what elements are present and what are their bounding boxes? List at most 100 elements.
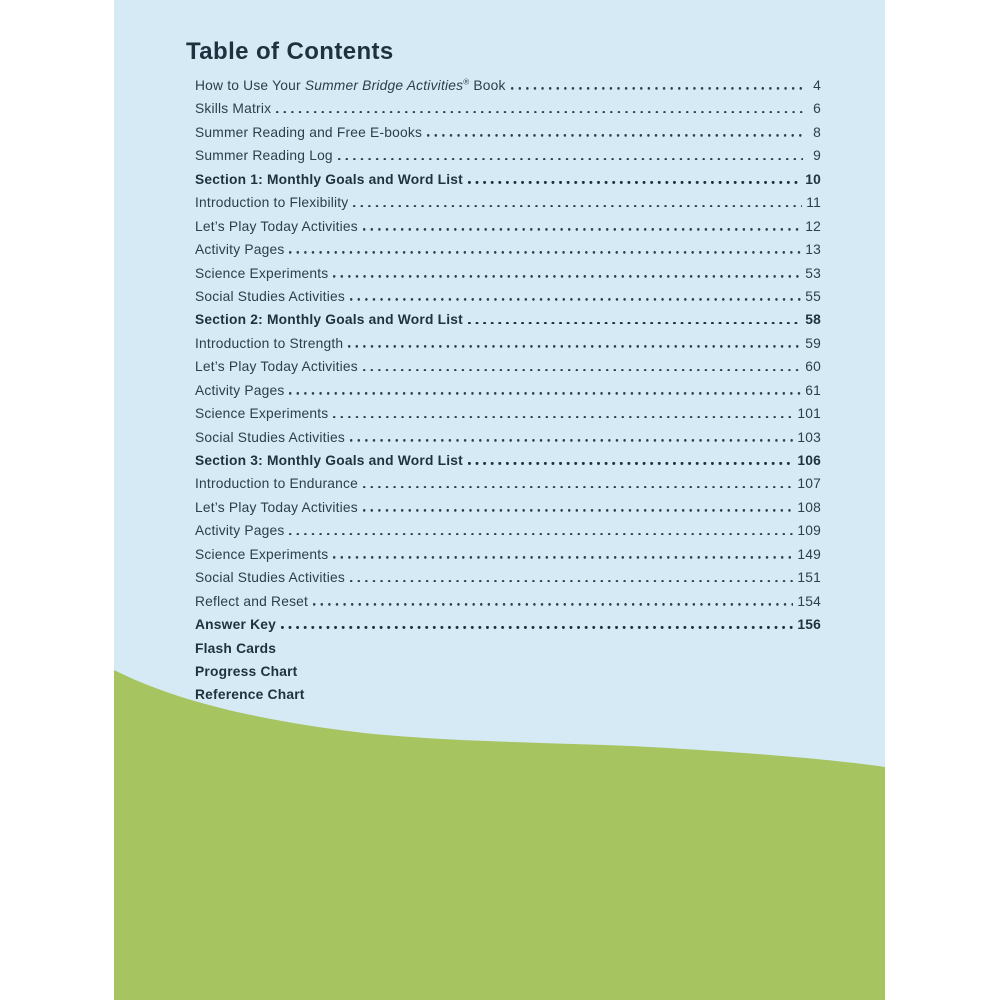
toc-row: Section 3: Monthly Goals and Word List 1… bbox=[195, 453, 821, 476]
toc-entry-label: Section 1: Monthly Goals and Word List bbox=[195, 171, 463, 187]
toc-entry-label: Let’s Play Today Activities bbox=[195, 218, 358, 234]
toc-page-number: 156 bbox=[797, 617, 821, 633]
toc-leader-dots bbox=[349, 579, 794, 583]
toc-page-number: 12 bbox=[805, 218, 821, 234]
toc-entry-label: Social Studies Activities bbox=[195, 288, 345, 304]
toc-row: Introduction to Flexibility 11 bbox=[195, 195, 821, 218]
toc-entry-label-text: Book bbox=[469, 78, 506, 93]
toc-row: Science Experiments 53 bbox=[195, 266, 821, 289]
toc-row: Social Studies Activities 103 bbox=[195, 430, 821, 453]
toc-entry-label: Summer Reading Log bbox=[195, 148, 333, 164]
toc-leader-dots bbox=[289, 392, 802, 395]
toc-row: Answer Key 156 bbox=[195, 617, 821, 640]
toc-page-number: 61 bbox=[805, 382, 821, 398]
toc-entry-label: Activity Pages bbox=[195, 523, 285, 539]
toc-entry-label: Introduction to Endurance bbox=[195, 476, 359, 492]
toc-entry-label: Reflect and Reset bbox=[195, 593, 309, 609]
toc-entry-label: Section 3: Monthly Goals and Word List bbox=[195, 453, 463, 468]
toc-entry-label: Activity Pages bbox=[195, 382, 285, 398]
toc-row: Let’s Play Today Activities 60 bbox=[195, 359, 821, 382]
toc-page-number: 55 bbox=[805, 288, 821, 304]
toc-list: How to Use Your Summer Bridge Activities… bbox=[195, 78, 821, 711]
toc-entry-label-text: How to Use Your bbox=[195, 78, 305, 93]
toc-page-number: 107 bbox=[797, 476, 821, 492]
toc-row: Let’s Play Today Activities 108 bbox=[195, 500, 821, 523]
toc-page-number: 109 bbox=[797, 523, 821, 539]
toc-entry-label: Summer Reading and Free E-books bbox=[195, 124, 423, 140]
toc-row: Introduction to Strength 59 bbox=[195, 336, 821, 359]
toc-entry-label: Skills Matrix bbox=[195, 101, 272, 117]
toc-row: Flash Cards bbox=[195, 641, 821, 664]
toc-row: Science Experiments 101 bbox=[195, 406, 821, 429]
registered-trademark-symbol: ® bbox=[463, 77, 470, 87]
toc-page-number: 6 bbox=[813, 101, 821, 117]
toc-entry-label: Social Studies Activities bbox=[195, 570, 345, 586]
toc-row: Section 1: Monthly Goals and Word List 1… bbox=[195, 172, 821, 195]
toc-page-number: 13 bbox=[805, 242, 821, 258]
toc-row: Reflect and Reset 154 bbox=[195, 594, 821, 617]
toc-leader-dots bbox=[289, 251, 802, 255]
toc-row: Social Studies Activities 151 bbox=[195, 570, 821, 593]
page-title: Table of Contents bbox=[186, 38, 394, 65]
book-page: Table of Contents How to Use Your Summer… bbox=[114, 0, 885, 1000]
toc-entry-label: Reference Chart bbox=[195, 687, 305, 703]
toc-leader-dots bbox=[289, 532, 794, 536]
toc-entry-label: Progress Chart bbox=[195, 663, 298, 679]
green-wave-path bbox=[114, 670, 885, 1000]
toc-entry-label: Answer Key bbox=[195, 617, 276, 633]
toc-leader-dots bbox=[467, 462, 794, 465]
toc-leader-dots bbox=[349, 298, 802, 301]
toc-leader-dots bbox=[333, 556, 794, 559]
toc-entry-label: Let’s Play Today Activities bbox=[195, 499, 358, 515]
toc-row: Skills Matrix 6 bbox=[195, 101, 821, 124]
toc-entry-label: Social Studies Activities bbox=[195, 429, 345, 445]
toc-row: Social Studies Activities 55 bbox=[195, 289, 821, 312]
toc-page-number: 59 bbox=[805, 335, 821, 351]
toc-leader-dots bbox=[280, 626, 794, 630]
green-wave-graphic bbox=[114, 670, 885, 1000]
toc-entry-label: Science Experiments bbox=[195, 406, 329, 422]
toc-entry-label: Activity Pages bbox=[195, 242, 285, 258]
toc-page-number: 106 bbox=[797, 453, 821, 468]
toc-leader-dots bbox=[333, 415, 794, 419]
toc-leader-dots bbox=[348, 345, 802, 348]
toc-entry-label: Section 2: Monthly Goals and Word List bbox=[195, 312, 463, 328]
toc-row: Section 2: Monthly Goals and Word List 5… bbox=[195, 312, 821, 335]
toc-page-number: 8 bbox=[813, 124, 821, 140]
toc-leader-dots bbox=[333, 274, 802, 278]
toc-page-number: 58 bbox=[805, 312, 821, 328]
toc-leader-dots bbox=[467, 321, 802, 325]
toc-row: Activity Pages 61 bbox=[195, 383, 821, 406]
toc-row: Activity Pages 109 bbox=[195, 523, 821, 546]
toc-leader-dots bbox=[362, 509, 794, 512]
toc-row: Science Experiments 149 bbox=[195, 547, 821, 570]
toc-leader-dots bbox=[337, 157, 803, 161]
toc-page-number: 60 bbox=[805, 359, 821, 375]
toc-page-number: 103 bbox=[797, 429, 821, 445]
toc-page-number: 151 bbox=[797, 570, 821, 586]
toc-page-number: 11 bbox=[806, 195, 821, 211]
toc-leader-dots bbox=[362, 228, 802, 231]
toc-leader-dots bbox=[353, 204, 803, 208]
toc-row: Introduction to Endurance 107 bbox=[195, 476, 821, 499]
toc-row: Reference Chart bbox=[195, 687, 821, 710]
toc-entry-label: Introduction to Strength bbox=[195, 335, 344, 351]
toc-leader-dots bbox=[510, 87, 803, 90]
toc-entry-label: Science Experiments bbox=[195, 265, 329, 281]
toc-row: Summer Reading and Free E-books 8 bbox=[195, 125, 821, 148]
toc-entry-label: Science Experiments bbox=[195, 546, 329, 562]
toc-leader-dots bbox=[276, 110, 803, 114]
toc-leader-dots bbox=[313, 603, 794, 606]
toc-leader-dots bbox=[467, 180, 802, 184]
toc-row: How to Use Your Summer Bridge Activities… bbox=[195, 78, 821, 101]
toc-entry-label-italic: Summer Bridge Activities bbox=[304, 78, 464, 93]
toc-row: Progress Chart bbox=[195, 664, 821, 687]
toc-entry-label: Let’s Play Today Activities bbox=[195, 359, 358, 375]
toc-leader-dots bbox=[349, 438, 794, 442]
toc-entry-label: Introduction to Flexibility bbox=[195, 195, 349, 211]
toc-page-number: 10 bbox=[805, 171, 821, 187]
toc-leader-dots bbox=[427, 134, 803, 137]
toc-row: Summer Reading Log 9 bbox=[195, 148, 821, 171]
toc-page-number: 108 bbox=[797, 499, 821, 515]
